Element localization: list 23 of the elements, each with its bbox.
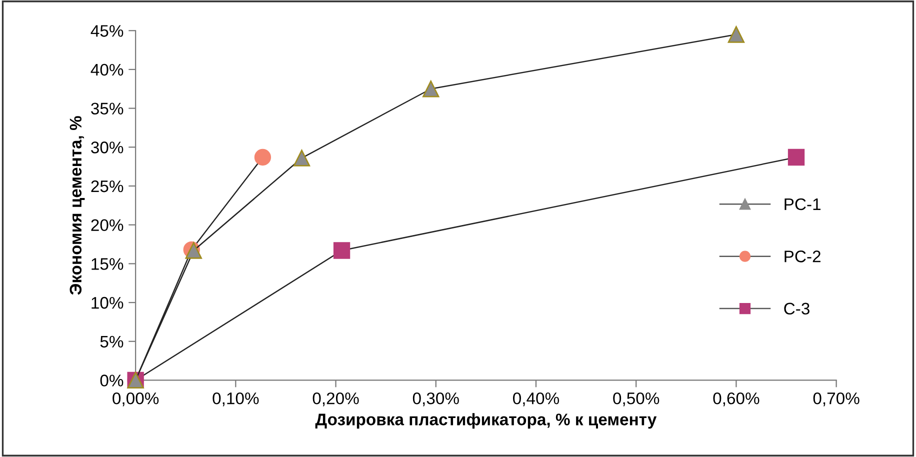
y-tick-label: 20%: [91, 219, 124, 232]
y-tick-label: 10%: [92, 296, 124, 309]
y-tick-label: 45%: [90, 25, 124, 37]
x-tick-label: 0,10%: [212, 392, 259, 406]
x-axis-title: Дозировка пластификатора, % к цементу: [315, 413, 657, 429]
x-tick-label: 0,60%: [713, 392, 760, 406]
y-tick-label: 30%: [91, 142, 124, 154]
legend-label: PC-1: [784, 198, 820, 210]
y-tick-label: 35%: [91, 102, 124, 115]
x-tick-label: 0,20%: [312, 392, 359, 406]
x-tick-label: 0,00%: [112, 392, 159, 406]
y-tick-label: 40%: [90, 64, 124, 76]
y-tick-label: 25%: [91, 180, 124, 192]
y-tick-label: 5%: [100, 336, 124, 348]
x-tick-label: 0,70%: [813, 392, 860, 406]
legend-label: PC-2: [784, 250, 820, 262]
x-tick-label: 0,30%: [412, 392, 459, 406]
x-tick-label: 0,40%: [513, 392, 560, 406]
y-tick-label: 15%: [92, 258, 124, 270]
x-tick-label: 0,50%: [613, 392, 660, 406]
y-axis-title: Экономия цемента, %: [70, 116, 85, 295]
legend-label: C-3: [784, 302, 810, 315]
y-tick-label: 0%: [100, 374, 124, 386]
